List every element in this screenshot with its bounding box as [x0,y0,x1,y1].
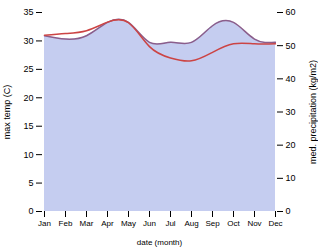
svg-text:Jul: Jul [165,219,175,228]
svg-text:Aug: Aug [184,219,198,228]
svg-text:20: 20 [23,93,33,103]
svg-text:40: 40 [286,74,296,84]
svg-text:May: May [121,219,136,228]
svg-text:Dec: Dec [268,219,282,228]
svg-text:med. precipitation (kg/m2): med. precipitation (kg/m2) [308,60,318,164]
svg-text:30: 30 [286,107,296,117]
svg-text:0: 0 [286,206,291,216]
svg-text:Jun: Jun [143,219,156,228]
svg-text:10: 10 [286,173,296,183]
svg-text:Feb: Feb [59,219,73,228]
svg-text:Apr: Apr [101,219,114,228]
svg-text:10: 10 [23,150,33,160]
svg-text:Nov: Nov [247,219,261,228]
svg-text:15: 15 [23,121,33,131]
svg-text:35: 35 [23,7,33,17]
svg-text:max temp (C): max temp (C) [2,85,12,140]
svg-text:5: 5 [28,178,33,188]
svg-text:Jan: Jan [38,219,51,228]
svg-text:20: 20 [286,140,296,150]
svg-text:Mar: Mar [80,219,94,228]
svg-text:date (month): date (month) [137,238,183,247]
svg-text:60: 60 [286,7,296,17]
svg-text:25: 25 [23,64,33,74]
svg-text:Oct: Oct [227,219,240,228]
svg-text:Sep: Sep [205,219,220,228]
svg-text:30: 30 [23,36,33,46]
svg-text:0: 0 [28,206,33,216]
svg-text:50: 50 [286,41,296,51]
